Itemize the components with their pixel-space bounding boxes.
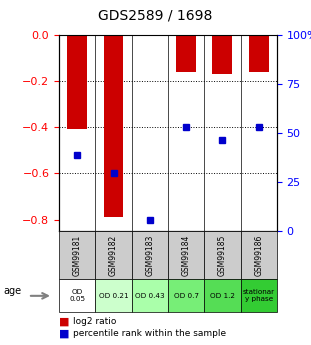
Text: OD 1.2: OD 1.2 [210, 293, 235, 299]
Text: OD 0.21: OD 0.21 [99, 293, 128, 299]
Text: OD 0.43: OD 0.43 [135, 293, 165, 299]
Text: GSM99182: GSM99182 [109, 235, 118, 276]
Text: GSM99181: GSM99181 [73, 235, 82, 276]
Text: age: age [3, 286, 21, 296]
Text: GSM99185: GSM99185 [218, 235, 227, 276]
Bar [67, 34, 87, 129]
Bar [212, 34, 232, 74]
Text: log2 ratio: log2 ratio [73, 317, 116, 326]
Text: percentile rank within the sample: percentile rank within the sample [73, 329, 226, 338]
Text: GDS2589 / 1698: GDS2589 / 1698 [98, 9, 213, 23]
Bar [104, 34, 123, 217]
Bar [176, 34, 196, 71]
Text: stationar
y phase: stationar y phase [243, 289, 275, 302]
Text: GSM99183: GSM99183 [145, 235, 154, 276]
Text: GSM99186: GSM99186 [254, 235, 263, 276]
Text: OD
0.05: OD 0.05 [69, 289, 85, 302]
Text: ■: ■ [59, 317, 70, 326]
Text: OD 0.7: OD 0.7 [174, 293, 199, 299]
Text: ■: ■ [59, 329, 70, 338]
Bar [249, 34, 269, 71]
Text: GSM99184: GSM99184 [182, 235, 191, 276]
